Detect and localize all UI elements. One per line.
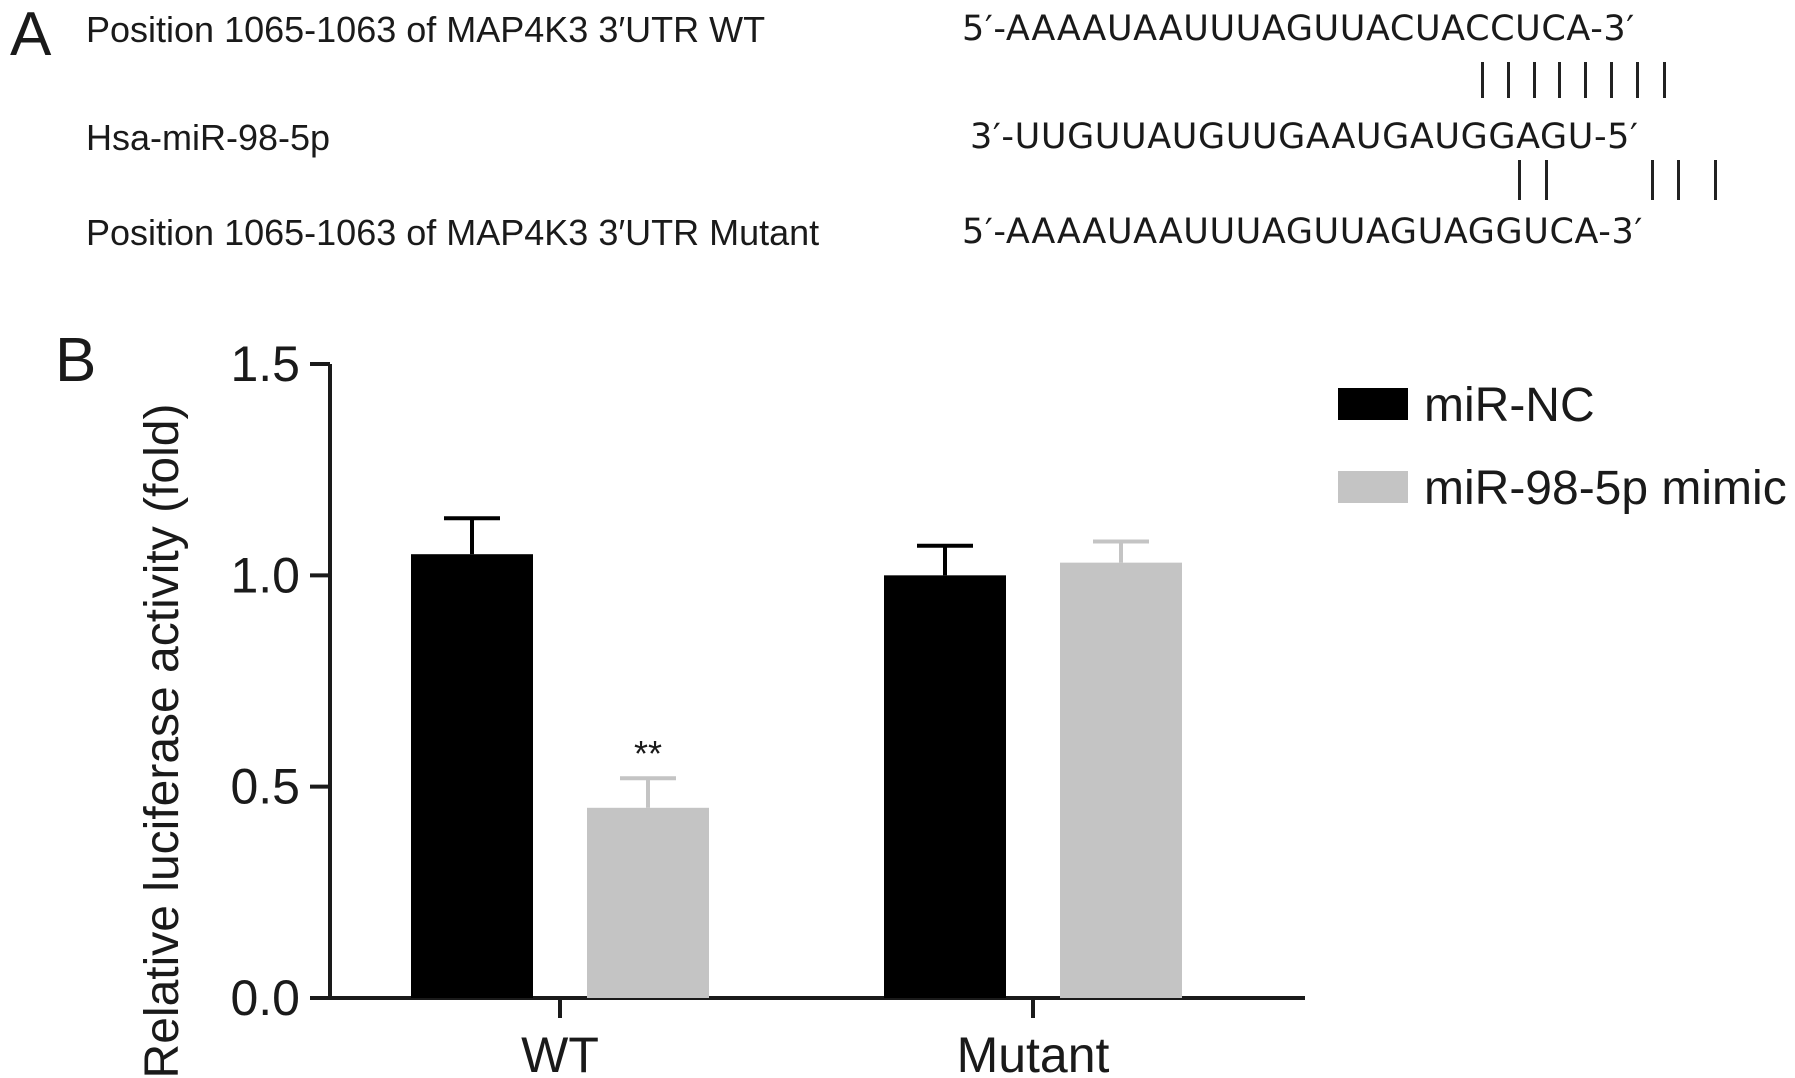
mutant-pair-line (1714, 160, 1717, 200)
mutant-pair-line (1677, 160, 1680, 200)
wt-pair-line (1584, 62, 1587, 98)
y-tick-label: 1.0 (230, 547, 300, 603)
mutant-sequence: 5′-AAAAUAAUUUAGUUAGUAGGUCA-3′ (962, 212, 1643, 252)
legend-label: miR-NC (1424, 379, 1595, 432)
y-axis-label: Relative luciferase activity (fold) (136, 404, 189, 1078)
x-tick-label: WT (521, 1027, 599, 1078)
mirna-sequence: 3′-UUGUUAUGUUGAAUGAUGGAGU-5′ (970, 117, 1639, 157)
mutant-sequence-row: Position 1065-1063 of MAP4K3 3′UTR Mutan… (0, 215, 1795, 255)
wt-pair-line (1533, 62, 1536, 98)
wt-pair-line (1610, 62, 1613, 98)
wt-pair-line (1558, 62, 1561, 98)
wt-sequence-row: Position 1065-1063 of MAP4K3 3′UTR WT 5′… (0, 12, 1795, 52)
legend-swatch (1338, 388, 1408, 420)
mutant-sequence-label: Position 1065-1063 of MAP4K3 3′UTR Mutan… (86, 212, 820, 253)
legend-label: miR-98-5p mimic (1424, 462, 1787, 515)
significance-annotation: ** (634, 733, 662, 774)
mirna-sequence-row: Hsa-miR-98-5p 3′-UUGUUAUGUUGAAUGAUGGAGU-… (0, 120, 1795, 160)
wt-pair-line (1636, 62, 1639, 98)
bar (1060, 562, 1182, 998)
mutant-pair-line (1518, 160, 1521, 200)
mirna-sequence-label: Hsa-miR-98-5p (86, 117, 331, 158)
bar (411, 554, 533, 998)
bar (587, 807, 709, 998)
mutant-pair-line (1651, 160, 1654, 200)
chart-bars: ** (411, 516, 1182, 998)
mutant-pair-line (1545, 160, 1548, 200)
wt-pair-line (1663, 62, 1666, 98)
legend-swatch (1338, 471, 1408, 503)
wt-sequence: 5′-AAAAUAAUUUAGUUACUACCUCA-3′ (962, 9, 1635, 49)
bar (884, 575, 1006, 998)
y-tick-label: 0.5 (230, 759, 300, 815)
chart-legend: miR-NC miR-98-5p mimic (1338, 379, 1787, 515)
wt-pair-line (1507, 62, 1510, 98)
panel-b-letter: B (55, 326, 97, 395)
wt-sequence-label: Position 1065-1063 of MAP4K3 3′UTR WT (86, 9, 766, 50)
x-tick-label: Mutant (957, 1027, 1110, 1078)
y-tick-label: 0.0 (230, 970, 300, 1026)
wt-pair-line (1481, 62, 1484, 98)
panel-a-letter: A (10, 0, 52, 69)
y-tick-label: 1.5 (230, 336, 300, 392)
